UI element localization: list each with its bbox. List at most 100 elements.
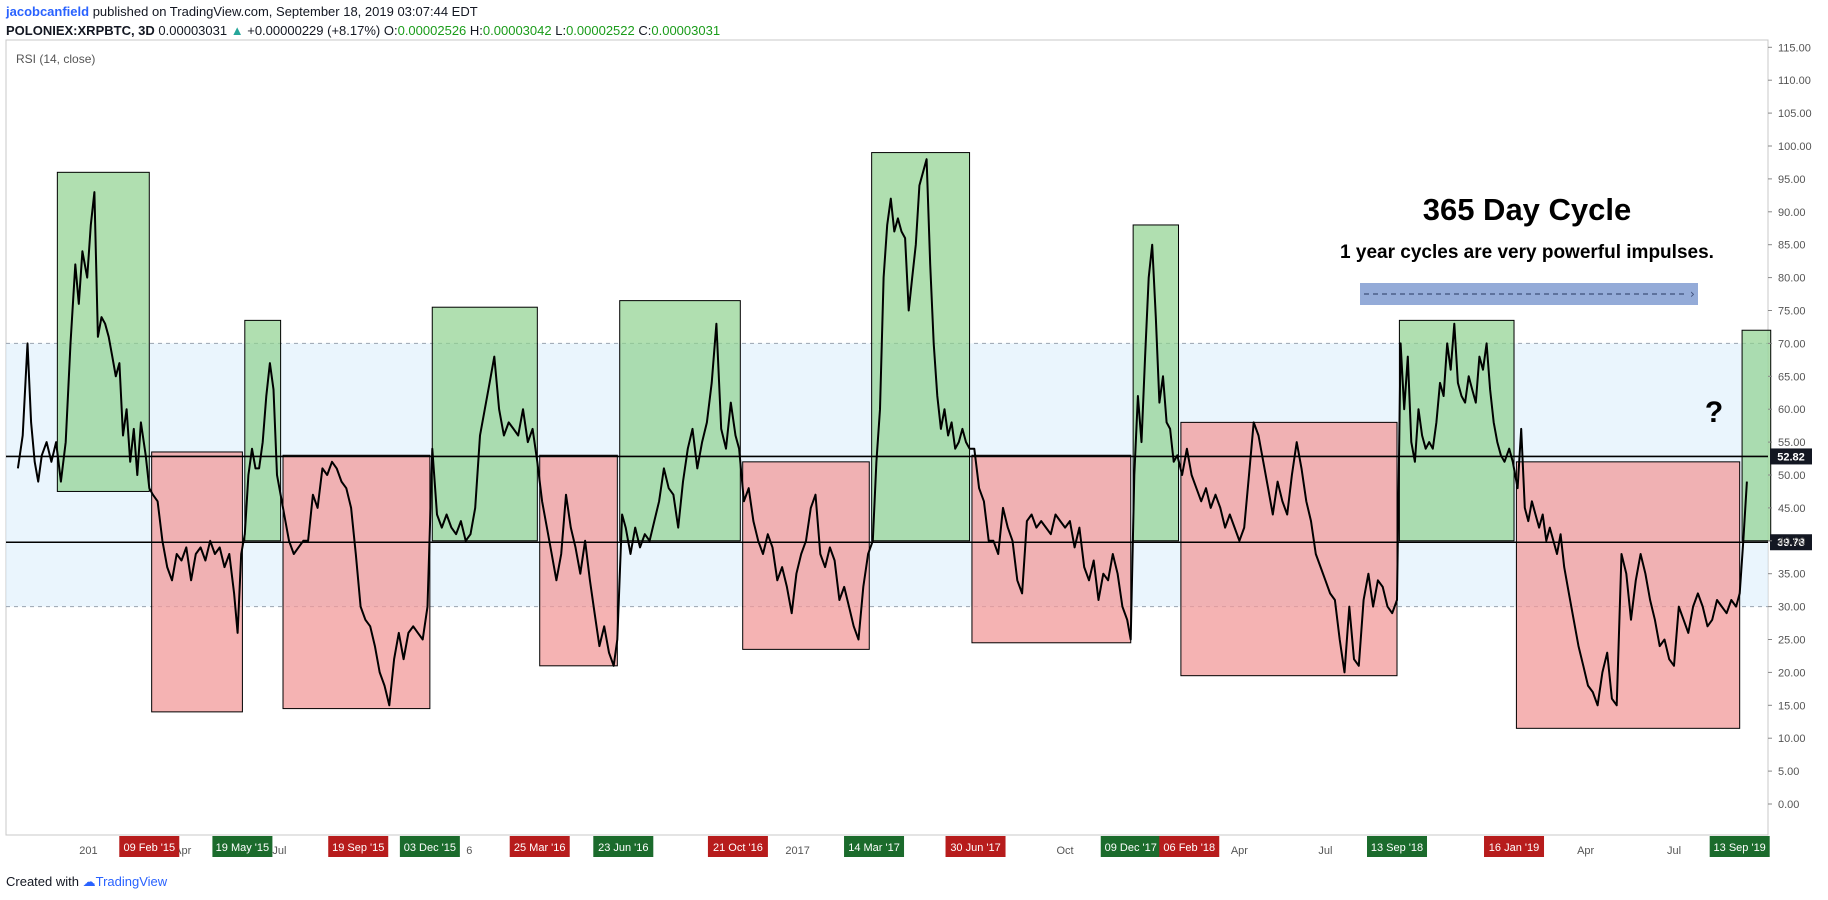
y-tick-label: 15.00 (1778, 700, 1806, 712)
y-tick-label: 95.00 (1778, 174, 1806, 186)
x-tick-label: Apr (1231, 845, 1248, 857)
change-value: +0.00000229 (+8.17%) (247, 23, 381, 38)
y-tick-label: 90.00 (1778, 207, 1806, 219)
date-tag-label: 03 Dec '15 (404, 842, 456, 854)
author-link[interactable]: jacobcanfield (6, 4, 90, 19)
close-label: C: (638, 23, 652, 38)
y-tick-label: 115.00 (1778, 42, 1811, 54)
x-tick-label: Jul (1667, 845, 1681, 857)
green-cycle-box (871, 152, 971, 542)
date-tag (593, 836, 654, 857)
red-cycle-box (282, 454, 431, 710)
date-tag (1709, 836, 1770, 857)
date-tag-label: 19 May '15 (216, 842, 269, 854)
published-text: published on TradingView.com, September … (92, 4, 478, 19)
green-cycle-box (1132, 224, 1180, 542)
y-tick-label: 30.00 (1778, 602, 1806, 614)
date-tag (1367, 836, 1428, 857)
cycle-range-arrow-head-icon: › (1690, 287, 1695, 301)
date-tag-label: 30 Jun '17 (950, 842, 1000, 854)
y-tick-label: 85.00 (1778, 240, 1806, 252)
date-tag-label: 16 Jan '19 (1489, 842, 1539, 854)
created-with-text: Created with (6, 874, 79, 889)
open-value: 0.00002526 (397, 23, 467, 38)
y-tick-label: 60.00 (1778, 404, 1806, 416)
red-cycle-box (151, 451, 243, 713)
y-tick-label: 50.00 (1778, 470, 1806, 482)
y-tick-label: 20.00 (1778, 667, 1806, 679)
level-tag (1770, 534, 1812, 551)
y-tick-label: 35.00 (1778, 569, 1806, 581)
date-tag (707, 836, 768, 857)
y-tick-label: 70.00 (1778, 338, 1806, 350)
date-tag (399, 836, 460, 857)
x-tick-label: 6 (466, 845, 472, 857)
footer: Created with ☁TradingView (6, 874, 167, 890)
date-tag-label: 19 Sep '15 (332, 842, 384, 854)
price-value: 0.00003031 (158, 23, 228, 38)
date-tag (945, 836, 1006, 857)
chart-header: jacobcanfield published on TradingView.c… (6, 2, 720, 40)
level-tag (1770, 448, 1812, 465)
y-axis: 52.82 39.78 115.00 110.00 105.00 100.00 95.00 9… (1768, 42, 1812, 811)
indicator-label[interactable]: RSI (14, close) (16, 52, 96, 66)
low-label: L: (555, 23, 567, 38)
low-value: 0.00002522 (566, 23, 635, 38)
date-tag-label: 21 Oct '16 (713, 842, 763, 854)
date-tag-label: 14 Mar '17 (848, 842, 900, 854)
tradingview-logo-icon: ☁ (82, 874, 96, 889)
level-tag-label: 39.78 (1777, 537, 1805, 549)
date-tag (1484, 836, 1545, 857)
y-tick-label: 75.00 (1778, 306, 1806, 318)
symbol-label: POLONIEX:XRPBTC, 3D (6, 23, 155, 38)
date-tag-label: 23 Jun '16 (598, 842, 648, 854)
x-tick-label: 2017 (785, 845, 809, 857)
y-tick-label: 0.00 (1778, 799, 1799, 811)
red-cycle-box (1180, 421, 1398, 677)
date-tag-label: 09 Dec '17 (1105, 842, 1157, 854)
y-tick-label: 10.00 (1778, 733, 1806, 745)
y-tick-label: 65.00 (1778, 371, 1806, 383)
tradingview-link[interactable]: TradingView (95, 874, 168, 889)
up-triangle-icon: ▲ (230, 23, 244, 38)
y-tick-label: 55.00 (1778, 437, 1806, 449)
date-tag-label: 13 Sep '19 (1714, 842, 1766, 854)
horizontal-lines (6, 455, 1768, 544)
annotation-title: 365 Day Cycle (1423, 192, 1632, 227)
date-tag (1100, 836, 1161, 857)
date-tag-label: 06 Feb '18 (1163, 842, 1215, 854)
high-label: H: (469, 23, 483, 38)
date-tag-label: 13 Sep '18 (1371, 842, 1423, 854)
y-tick-label: 110.00 (1778, 75, 1811, 87)
green-cycle-box (1741, 329, 1772, 542)
rsi-line (16, 158, 1748, 707)
x-tick-label: Jul (1318, 845, 1332, 857)
x-tick-label: Jul (272, 845, 286, 857)
close-value: 0.00003031 (651, 23, 721, 38)
y-tick-label: 100.00 (1778, 141, 1812, 153)
date-tag (509, 836, 570, 857)
open-label: O: (383, 23, 398, 38)
y-tick-label: 40.00 (1778, 536, 1806, 548)
date-tag-label: 09 Feb '15 (123, 842, 175, 854)
symbol-line: POLONIEX:XRPBTC, 3D 0.00003031 ▲ +0.0000… (6, 21, 720, 40)
date-tag (328, 836, 389, 857)
y-tick-label: 25.00 (1778, 635, 1806, 647)
rsi-series-line (16, 158, 1748, 707)
cycle-annotation: 365 Day Cycle 1 year cycles are very pow… (1340, 192, 1723, 429)
date-tag (844, 836, 905, 857)
y-tick-label: 5.00 (1778, 766, 1799, 778)
red-cycle-box (742, 461, 870, 650)
y-tick-label: 45.00 (1778, 503, 1806, 515)
x-tick-label: Oct (1057, 845, 1074, 857)
x-tick-label: Apr (1577, 845, 1594, 857)
x-tick-label: 201 (79, 845, 97, 857)
publish-line: jacobcanfield published on TradingView.c… (6, 2, 720, 21)
y-tick-label: 105.00 (1778, 108, 1812, 120)
level-tag-label: 52.82 (1777, 451, 1805, 463)
date-tag (119, 836, 180, 857)
high-value: 0.00003042 (482, 23, 552, 38)
annotation-subtitle: 1 year cycles are very powerful impulses… (1340, 242, 1714, 263)
